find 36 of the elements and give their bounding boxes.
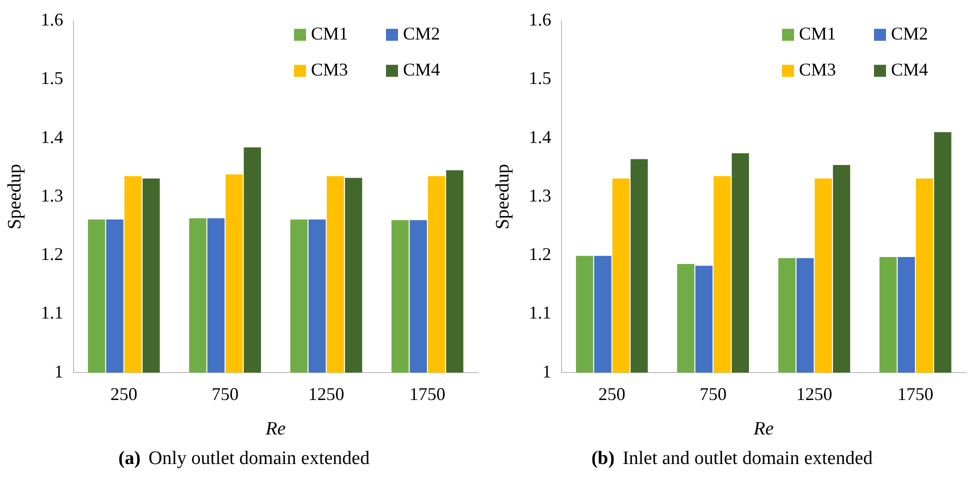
x-tick-label: 250 [110,384,138,404]
legend-label: CM2 [891,24,928,44]
legend-label: CM3 [799,60,836,80]
y-tick-label: 1.3 [40,185,64,206]
y-tick-label: 1.3 [528,185,552,206]
y-tick-label: 1 [542,361,552,382]
x-axis-title: Re [264,418,286,440]
y-tick-label: 1.5 [528,68,552,88]
y-tick-label: 1.1 [528,302,552,323]
y-axis-title: Speedup [492,164,514,230]
x-tick-label: 250 [598,384,626,404]
x-tick-label: 1750 [409,384,446,404]
y-tick-label: 1.1 [40,302,64,323]
legend-label: CM3 [311,60,348,80]
y-tick-label: 1.4 [40,126,64,147]
y-tick-label: 1.2 [528,244,552,264]
legend-label: CM4 [891,60,928,80]
text: (a) Only outlet domain extended [117,448,371,470]
y-tick-label: 1 [54,361,64,382]
y-axis-title: Speedup [4,164,26,230]
legend-label: CM4 [403,60,440,80]
x-tick-label: 750 [212,384,239,404]
text: (b) Inlet and outlet domain extended [590,448,874,470]
x-tick-label: 1750 [897,384,934,404]
legend-label: CM2 [403,24,440,44]
y-tick-label: 1.5 [40,68,64,88]
legend-label: CM1 [799,24,836,44]
x-tick-label: 1250 [308,384,344,404]
y-tick-label: 1.4 [528,126,552,147]
legend-label: CM1 [311,24,348,44]
x-tick-label: 750 [700,384,727,404]
y-tick-label: 1.6 [40,10,64,30]
y-tick-label: 1.2 [40,244,64,264]
x-axis-title: Re [752,418,774,440]
y-tick-label: 1.6 [528,10,552,30]
x-tick-label: 1250 [796,384,832,404]
